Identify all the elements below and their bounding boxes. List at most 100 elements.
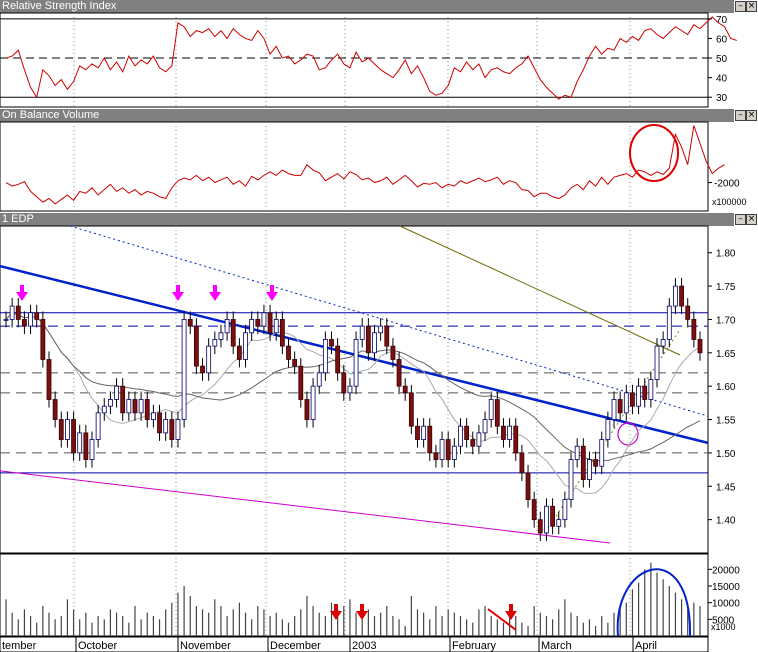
uptrend-dotted-line — [544, 329, 681, 534]
peak-arrow-shaft — [213, 285, 217, 293]
peak-arrow-head — [16, 292, 28, 301]
candle-down — [46, 359, 52, 400]
candle-down — [464, 425, 470, 440]
candle-down — [365, 325, 371, 354]
volume-arrow-icon — [356, 604, 368, 620]
candle-up — [249, 319, 255, 334]
close-icon[interactable]: × — [746, 110, 757, 121]
peak-arrow-shaft — [176, 285, 180, 293]
candle-down — [71, 419, 76, 454]
candle-up — [175, 419, 181, 440]
volume-arrow-icon — [505, 604, 517, 620]
candle-up — [623, 392, 629, 414]
obv-highlight-circle — [629, 124, 679, 182]
price-tick-label: 1.40 — [716, 516, 736, 527]
crossover-circle — [617, 422, 639, 446]
candle-up — [378, 325, 384, 334]
candle-up — [181, 319, 187, 420]
candle-up — [163, 419, 169, 434]
minimize-icon[interactable]: – — [735, 110, 746, 121]
close-icon[interactable]: × — [746, 214, 757, 225]
volume-arrow-head — [330, 611, 342, 620]
rsi-line — [5, 16, 738, 100]
obv-title: On Balance Volume — [2, 109, 100, 121]
candle-up — [451, 445, 457, 460]
candle-down — [286, 345, 291, 360]
volume-scale-label: x1000 — [711, 622, 736, 632]
candle-down — [580, 445, 586, 480]
candle-up — [322, 339, 328, 374]
candle-down — [402, 385, 408, 394]
candle-down — [470, 439, 476, 447]
candle-up — [648, 379, 654, 400]
candle-down — [501, 425, 506, 440]
candle-up — [421, 425, 427, 440]
rsi-tick-label: 70 — [716, 15, 728, 26]
candle-down — [329, 339, 334, 347]
x-tick-label: tember — [2, 640, 37, 652]
price-tick-label: 1.60 — [716, 382, 736, 393]
volume-highlight-arc — [616, 568, 692, 637]
candle-down — [531, 499, 537, 521]
minimize-icon[interactable]: – — [735, 214, 746, 225]
candle-down — [236, 345, 242, 360]
peak-arrow-icon — [209, 285, 221, 301]
rsi-tick-label: 60 — [716, 34, 728, 45]
candle-down — [267, 312, 273, 334]
candle-down — [415, 425, 420, 440]
candle-down — [396, 359, 402, 387]
candle-down — [679, 285, 684, 307]
volume-tick-label: 5000 — [712, 615, 735, 626]
candle-down — [22, 319, 27, 327]
minimize-icon[interactable]: – — [735, 1, 746, 12]
candle-down — [200, 365, 205, 374]
close-icon[interactable]: × — [746, 1, 757, 12]
volume-panel — [5, 562, 701, 637]
candle-up — [599, 439, 605, 467]
obv-scale-label: x100000 — [712, 197, 747, 207]
volume-arrow-head — [356, 611, 368, 620]
x-tick-label: November — [180, 640, 231, 652]
candle-up — [556, 519, 562, 527]
x-tick-label: December — [270, 640, 321, 652]
candle-down — [408, 392, 414, 427]
candle-up — [587, 459, 592, 480]
candle-up — [316, 372, 322, 387]
candle-down — [630, 392, 635, 407]
candle-up — [488, 399, 494, 420]
obv-panel — [5, 124, 725, 205]
candle-down — [494, 399, 500, 427]
x-tick-label: March — [541, 640, 572, 652]
obv-line — [5, 125, 725, 205]
price-tick-label: 1.65 — [716, 349, 736, 360]
candle-down — [642, 385, 648, 400]
volume-tick-label: 10000 — [712, 599, 740, 610]
price-title-bar: 1 EDP — [0, 213, 734, 226]
candle-up — [273, 319, 279, 334]
candle-down — [433, 452, 439, 460]
x-tick-label: February — [452, 640, 497, 652]
candle-down — [34, 312, 40, 320]
candle-down — [550, 505, 556, 527]
candle-down — [445, 439, 451, 460]
candle-up — [126, 399, 132, 414]
candle-up — [347, 385, 353, 394]
candle-down — [525, 472, 531, 501]
candle-up — [568, 459, 574, 501]
upper-dotted-trendline — [69, 225, 709, 417]
x-axis-strip — [0, 636, 709, 652]
candle-up — [310, 385, 316, 420]
candle-up — [3, 319, 9, 321]
candle-down — [52, 399, 58, 420]
candle-up — [353, 339, 359, 387]
peak-arrow-head — [172, 292, 184, 301]
volume-divergence-line — [487, 608, 517, 631]
candle-down — [230, 319, 236, 347]
candle-up — [605, 419, 611, 440]
candle-down — [691, 319, 697, 340]
volume-tick-label: 15000 — [712, 582, 740, 593]
rsi-tick-label: 30 — [716, 93, 728, 104]
candle-down — [40, 319, 46, 360]
volume-arrow-icon — [330, 604, 342, 620]
